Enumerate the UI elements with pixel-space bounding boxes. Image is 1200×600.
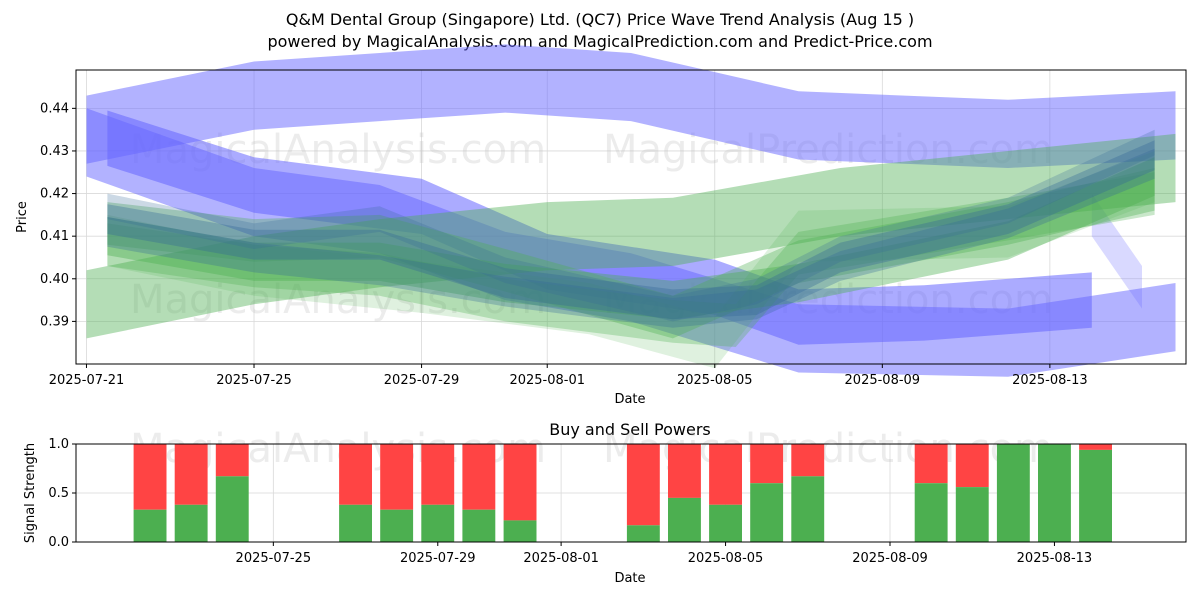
chart-title: Q&M Dental Group (Singapore) Ltd. (QC7) …: [285, 10, 915, 29]
sell-power-bar: [626, 444, 660, 526]
wave-band-9: [107, 151, 1155, 369]
price-x-tick-label: 2025-07-29: [384, 373, 460, 388]
sell-power-bar: [421, 444, 455, 505]
sell-power-bar: [503, 444, 537, 521]
wave-band-12: [107, 129, 1155, 322]
signal-chart-title: Buy and Sell Powers: [549, 420, 711, 439]
sell-power-bar: [709, 444, 742, 505]
signal-y-axis-label: Signal Strength: [23, 443, 38, 543]
price-x-tick-label: 2025-08-01: [509, 373, 585, 388]
buy-power-bar: [1079, 449, 1112, 542]
price-y-tick-label: 0.42: [40, 187, 69, 202]
wave-band-10: [107, 140, 1155, 320]
price-y-tick-label: 0.41: [40, 229, 69, 244]
buy-power-bar: [955, 487, 989, 542]
buy-power-bar: [1038, 444, 1071, 542]
buy-power-bar: [709, 504, 742, 542]
buy-power-bar: [421, 504, 455, 542]
buy-power-bar: [462, 509, 496, 542]
signal-x-tick-label: 2025-07-25: [236, 551, 312, 566]
price-y-axis-label: Price: [15, 201, 30, 233]
wave-band-3: [107, 110, 1092, 345]
wave-band-7: [107, 168, 1155, 339]
wave-band-1: [86, 44, 1176, 168]
sell-power-bar: [1079, 444, 1112, 450]
wave-band-8: [107, 172, 1155, 347]
buy-power-bar: [215, 476, 249, 542]
price-x-axis-label: Date: [614, 392, 645, 407]
sell-power-bar: [133, 444, 167, 510]
sell-power-bar: [380, 444, 414, 510]
price-y-tick-label: 0.43: [40, 144, 69, 159]
wave-band-4: [1091, 193, 1142, 309]
price-x-tick-label: 2025-08-09: [845, 373, 921, 388]
buy-power-bar: [174, 504, 208, 542]
signal-y-tick-label: 0.0: [48, 535, 69, 550]
price-x-tick-label: 2025-07-25: [216, 373, 292, 388]
sell-power-bar: [339, 444, 372, 505]
signal-x-tick-label: 2025-08-09: [852, 551, 928, 566]
price-wave-bands: [86, 44, 1176, 377]
buy-power-bar: [668, 497, 701, 542]
buy-power-bar: [503, 520, 537, 542]
price-x-tick-label: 2025-08-05: [677, 373, 753, 388]
signal-x-tick-label: 2025-08-13: [1017, 551, 1093, 566]
price-y-tick-label: 0.39: [40, 314, 69, 329]
signal-x-axis-label: Date: [614, 571, 645, 586]
sell-power-bar: [215, 444, 249, 477]
price-x-axis: 2025-07-21 2025-07-25 2025-07-29 2025-08-01…: [49, 364, 1088, 388]
price-y-axis: 0.39 0.40 0.41 0.42 0.43 0.44: [40, 101, 76, 329]
signal-x-tick-label: 2025-07-29: [400, 551, 476, 566]
buy-power-bar: [133, 509, 167, 542]
chart-subtitle: powered by MagicalAnalysis.com and Magic…: [267, 32, 933, 51]
signal-bars: [133, 444, 1112, 542]
signal-y-tick-label: 0.5: [48, 486, 69, 501]
signal-y-tick-label: 1.0: [48, 437, 69, 452]
wave-band-11: [107, 148, 1155, 328]
sell-power-bar: [462, 444, 496, 510]
buy-power-bar: [750, 483, 784, 542]
buy-power-bar: [791, 476, 825, 542]
sell-power-bar: [791, 444, 825, 477]
buy-power-bar: [626, 525, 660, 542]
price-y-tick-label: 0.40: [40, 272, 69, 287]
buy-power-bar: [996, 444, 1030, 542]
price-x-tick-label: 2025-08-13: [1012, 373, 1088, 388]
price-y-tick-label: 0.44: [40, 101, 69, 116]
wave-band-5: [86, 133, 1176, 339]
price-x-tick-label: 2025-07-21: [49, 373, 125, 388]
sell-power-bar: [914, 444, 948, 484]
signal-y-axis: 0.0 0.5 1.0: [48, 437, 76, 550]
signal-x-tick-label: 2025-08-05: [688, 551, 764, 566]
wave-band-6: [107, 157, 1155, 320]
signal-x-tick-label: 2025-08-01: [523, 551, 599, 566]
signal-x-axis: 2025-07-25 2025-07-29 2025-08-01 2025-08-05…: [236, 542, 1093, 566]
buy-power-bar: [914, 483, 948, 542]
sell-power-bar: [174, 444, 208, 505]
sell-power-bar: [955, 444, 989, 488]
buy-power-bar: [380, 509, 414, 542]
sell-power-bar: [668, 444, 701, 498]
sell-power-bar: [750, 444, 784, 484]
buy-power-bar: [339, 504, 372, 542]
price-plot-frame: [75, 69, 1187, 365]
